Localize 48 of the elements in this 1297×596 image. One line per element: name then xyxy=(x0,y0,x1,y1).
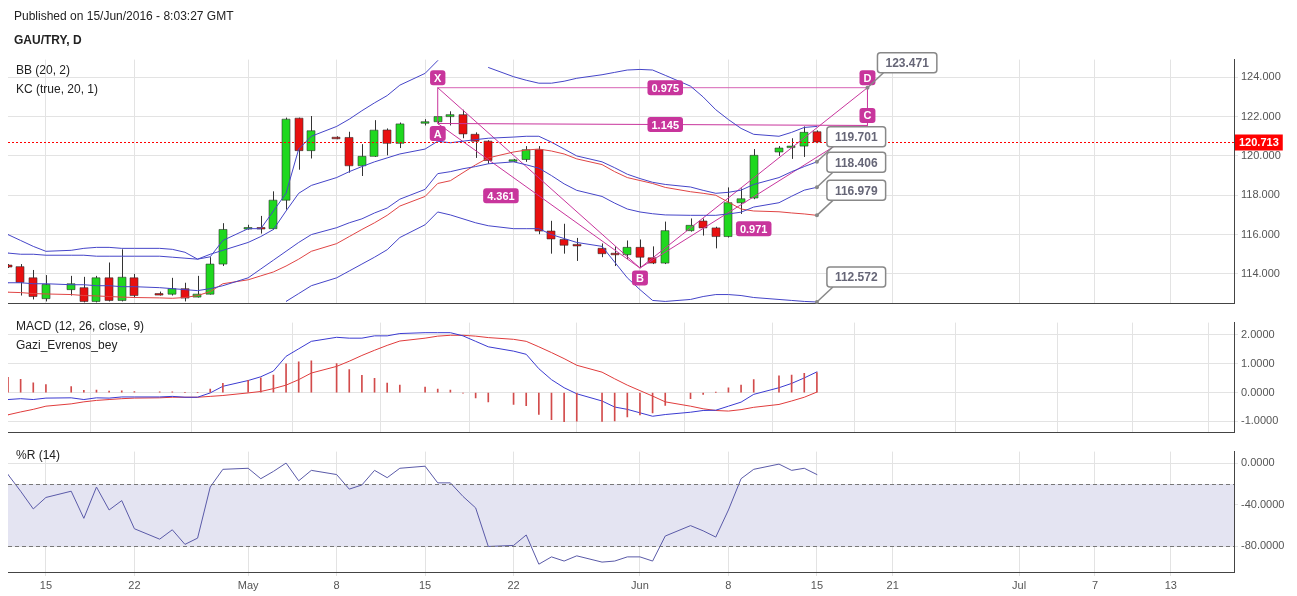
chart-subtitle: Published on 15/Jun/2016 - 8:03:27 GMT xyxy=(14,9,234,23)
x-tick-label: 13 xyxy=(1164,578,1177,591)
y-tick-label: 0.0000 xyxy=(1241,456,1275,469)
x-tick-label: 22 xyxy=(128,578,141,591)
ref-line-label: 120.713 xyxy=(1239,135,1279,148)
x-tick-label: 7 xyxy=(1091,578,1099,591)
annotation: 1.145 xyxy=(651,118,679,131)
y-tick-label: 114.000 xyxy=(1241,266,1280,279)
x-tick-label: 15 xyxy=(39,578,53,591)
annotation: 0.971 xyxy=(739,222,768,235)
y-tick-label: 1.0000 xyxy=(1241,356,1275,369)
chart-title: GAU/TRY, D xyxy=(14,33,82,47)
x-tick-label: Jun xyxy=(631,578,649,591)
y-tick-label: 122.000 xyxy=(1241,109,1281,122)
data-label: B xyxy=(635,272,644,285)
x-tick-label: Jul xyxy=(1012,578,1027,591)
y-tick-label: -1.0000 xyxy=(1241,414,1279,427)
data-label: X xyxy=(434,71,443,84)
y-tick-label: 116.000 xyxy=(1241,227,1280,240)
y-tick-label: -40.0000 xyxy=(1241,497,1285,510)
data-label: 112.572 xyxy=(834,270,878,285)
x-tick-label: 15 xyxy=(418,578,432,591)
data-label: C xyxy=(863,109,872,122)
annotation: BB (20, 2) xyxy=(16,62,72,79)
x-tick-label: 22 xyxy=(507,578,520,591)
y-tick-label: 2.0000 xyxy=(1241,328,1275,341)
y-tick-label: 118.000 xyxy=(1241,188,1280,201)
x-tick-label: 21 xyxy=(886,578,899,591)
data-label: 119.701 xyxy=(834,130,878,145)
y-tick-label: -80.0000 xyxy=(1241,539,1285,552)
y-tick-label: 120.000 xyxy=(1241,148,1281,161)
annotation: KC (true, 20, 1) xyxy=(16,81,99,98)
y-tick-label: 124.000 xyxy=(1241,70,1281,83)
y-tick-label: 0.0000 xyxy=(1241,385,1275,398)
annotation: 4.361 xyxy=(487,189,515,202)
data-label: 116.979 xyxy=(834,183,878,198)
x-tick-label: May xyxy=(237,578,260,591)
annotation: MACD (12, 26, close, 9) xyxy=(16,318,145,335)
x-tick-label: 15 xyxy=(810,578,824,591)
annotation: Gazi_Evrenos_bey xyxy=(16,337,119,354)
x-tick-label: 8 xyxy=(725,578,732,591)
data-label: A xyxy=(433,127,442,140)
annotation: %R (14) xyxy=(16,447,61,464)
data-label: 118.406 xyxy=(834,155,878,170)
data-label: 123.471 xyxy=(885,56,930,71)
annotation: 0.975 xyxy=(651,81,679,94)
x-tick-label: 8 xyxy=(333,578,340,591)
data-label: D xyxy=(863,71,872,84)
